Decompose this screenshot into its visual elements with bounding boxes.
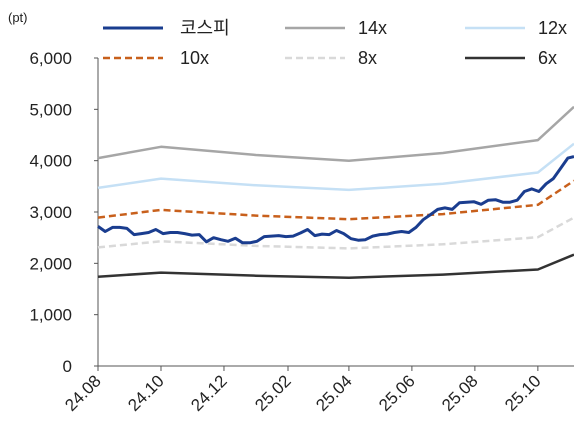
series-line-4 (97, 216, 574, 250)
y-tick-label: 0 (63, 357, 72, 376)
y-tick-label: 3,000 (29, 203, 72, 222)
legend-label: 14x (358, 18, 387, 38)
x-tick-label: 25.10 (501, 371, 545, 415)
series-line-2 (97, 142, 574, 192)
x-axis: 24.08 24.10 24.12 25.02 25.04 25.06 25.08 25.10 (61, 365, 574, 415)
x-tick-label: 25.02 (251, 371, 295, 415)
legend: 코스피 14x 12x 10x 8x 6x (103, 18, 567, 68)
x-tick-label: 24.08 (61, 371, 105, 415)
legend-label: 코스피 (180, 18, 230, 38)
x-tick-label: 25.04 (312, 371, 356, 415)
y-tick-label: 2,000 (29, 254, 72, 273)
series-line-3 (97, 179, 574, 221)
legend-label: 10x (180, 48, 209, 68)
plot-area (97, 105, 574, 279)
x-tick-label: 24.12 (187, 371, 231, 415)
y-unit-label: (pt) (8, 10, 28, 25)
x-tick-label: 25.08 (438, 371, 482, 415)
series-line-0 (97, 155, 574, 245)
y-tick-label: 4,000 (29, 152, 72, 171)
x-tick-label: 24.10 (124, 371, 168, 415)
y-tick-label: 6,000 (29, 49, 72, 68)
series-line-1 (97, 105, 574, 162)
y-axis: 6,000 5,000 4,000 3,000 2,000 1,000 0 (29, 49, 99, 376)
series-line-5 (97, 253, 574, 279)
x-tick-label: 25.06 (375, 371, 419, 415)
legend-label: 8x (358, 48, 377, 68)
y-tick-label: 1,000 (29, 306, 72, 325)
y-tick-label: 5,000 (29, 100, 72, 119)
legend-label: 12x (538, 18, 567, 38)
legend-label: 6x (538, 48, 557, 68)
